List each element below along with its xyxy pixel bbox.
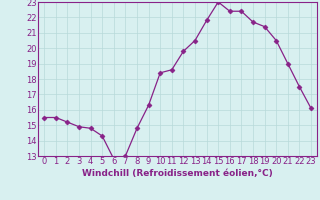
- X-axis label: Windchill (Refroidissement éolien,°C): Windchill (Refroidissement éolien,°C): [82, 169, 273, 178]
